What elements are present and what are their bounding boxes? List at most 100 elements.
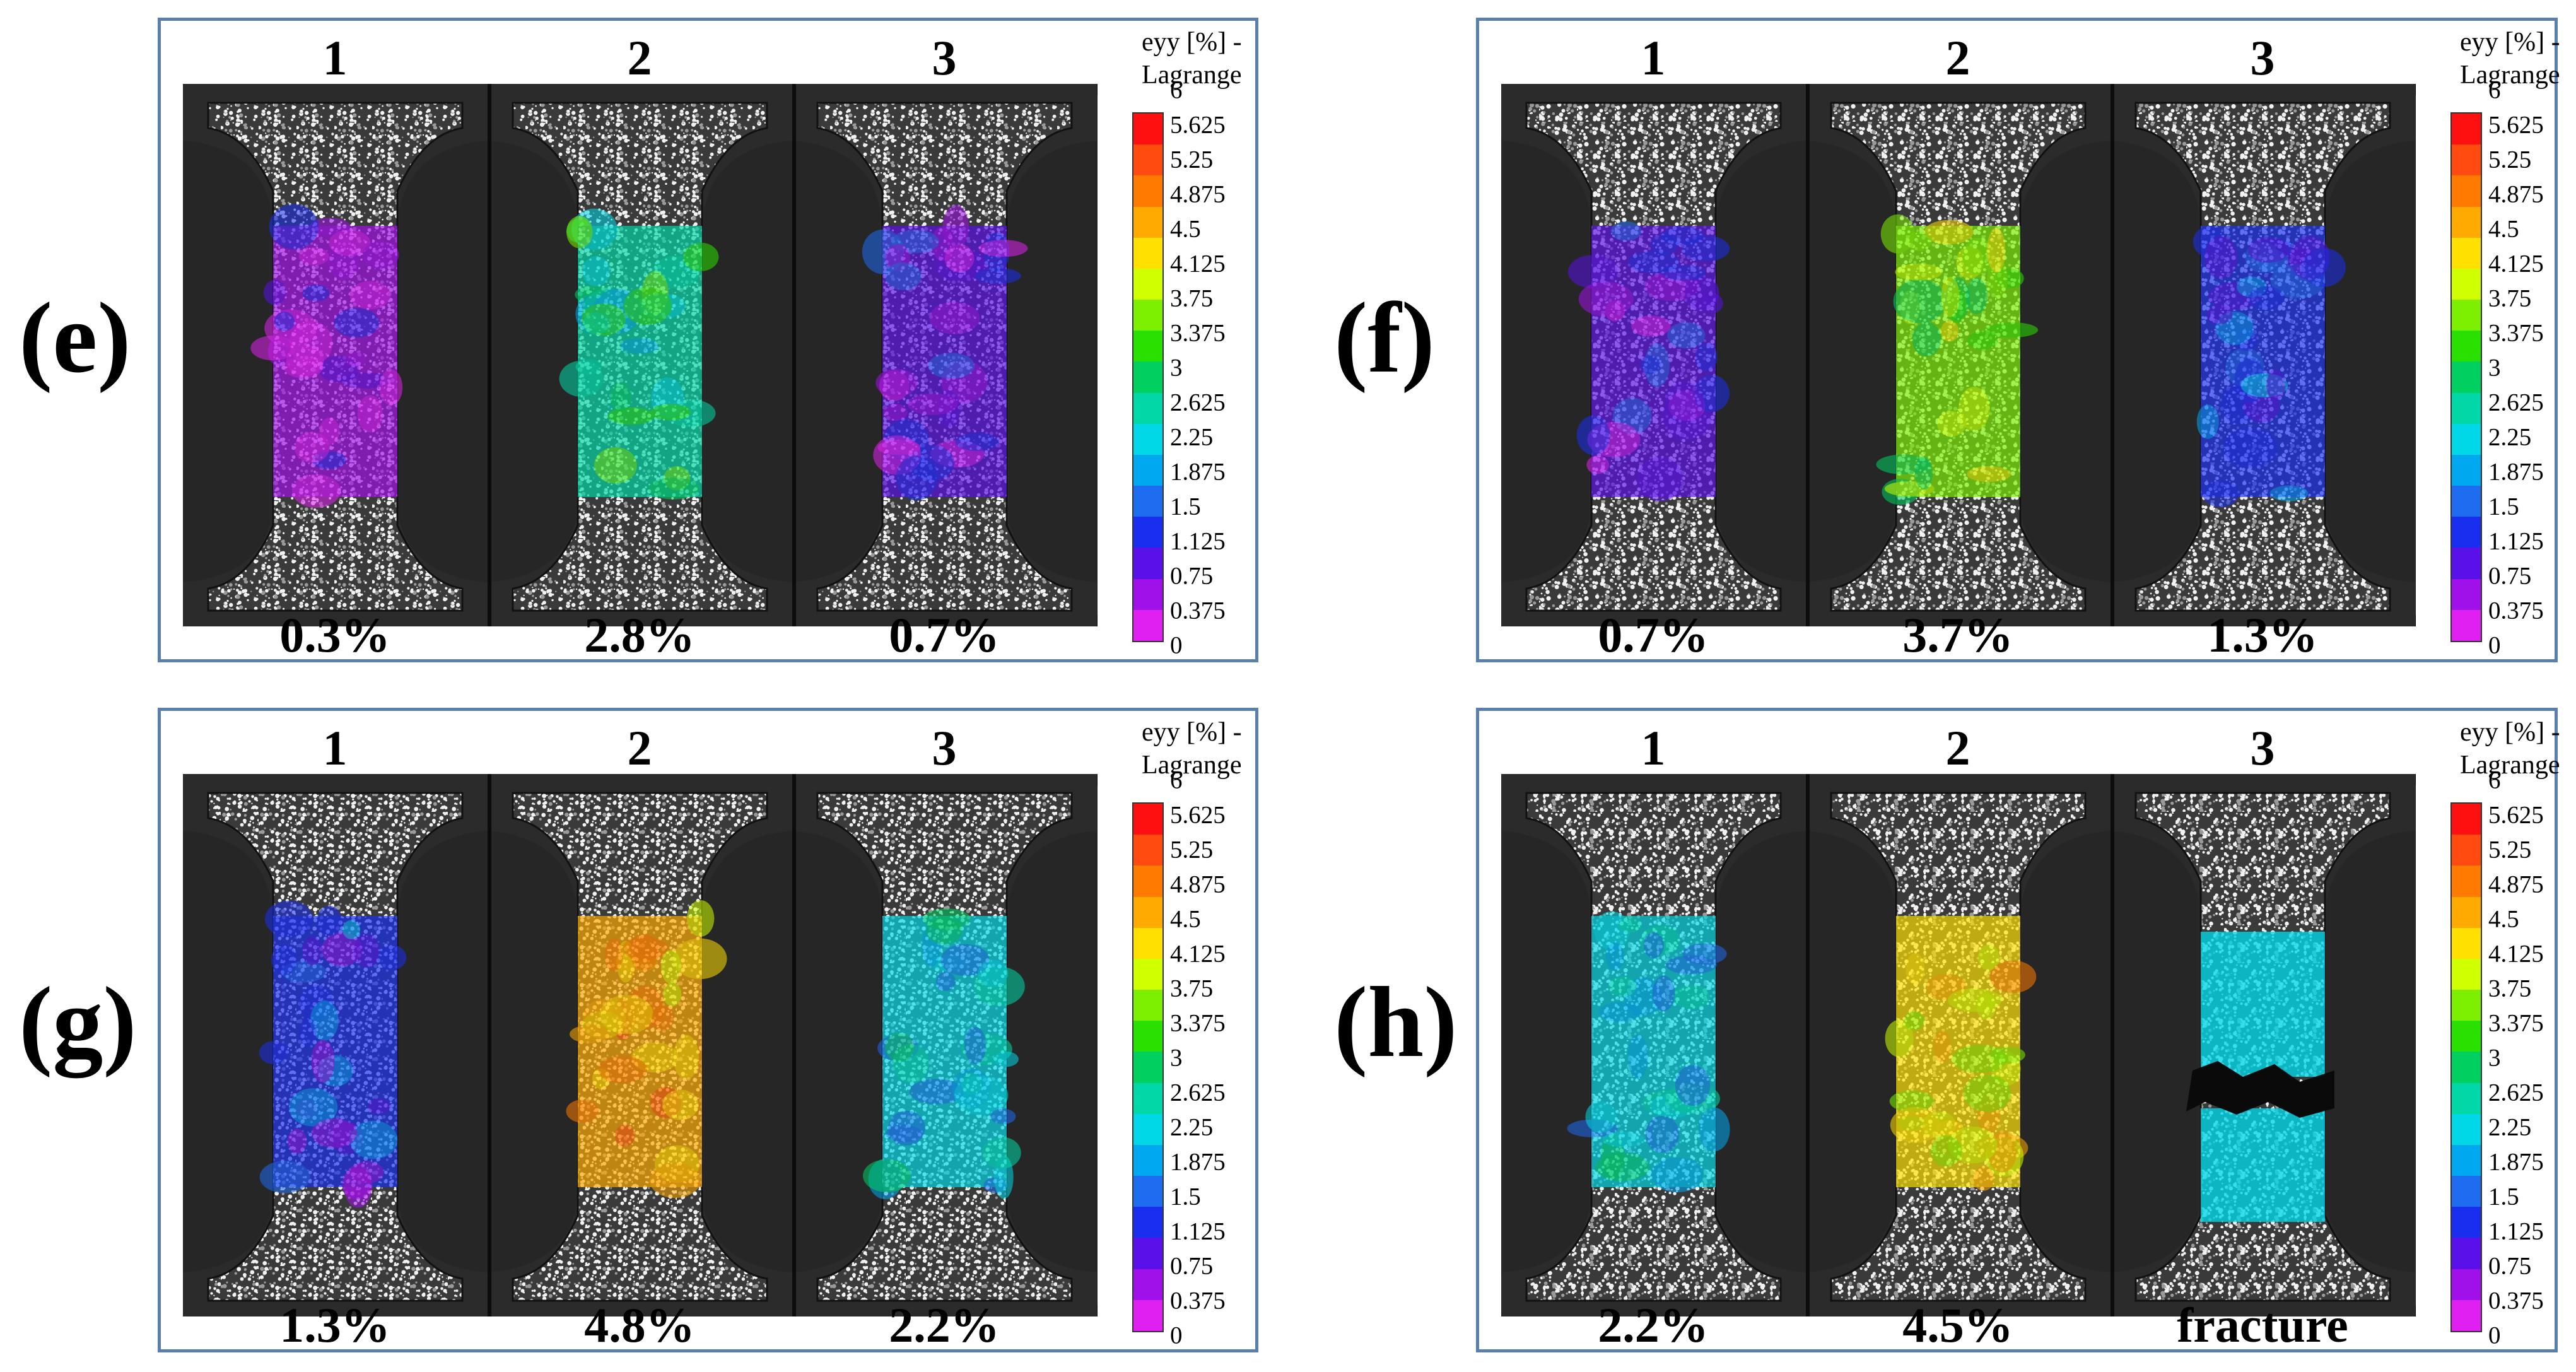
colorbar-swatch [1133, 1176, 1162, 1207]
colorbar-tick-label: 3.375 [2488, 1009, 2544, 1037]
panel-letter: (g) [19, 966, 137, 1078]
colorbar-tick-label: 5.625 [2488, 801, 2544, 829]
dic-image [183, 84, 1098, 626]
colorbar-swatch [1133, 175, 1162, 207]
colorbar-tick-label: 1.125 [1170, 1217, 1226, 1245]
colorbar-swatch [2452, 1021, 2481, 1052]
colorbar-tick-label: 4.5 [2488, 215, 2519, 243]
panel-3: 1 1.3% 2 4.8% 3 2.2% eyy [%] - Lagrange 6 5.625 5.… [158, 708, 1258, 1352]
colorbar-tick-label: 0 [1170, 1322, 1183, 1349]
colorbar-swatch [1133, 1238, 1162, 1269]
specimen-label-3: 3 [2250, 30, 2275, 85]
colorbar-swatch [1133, 114, 1162, 145]
specimen-label-3: 3 [932, 30, 957, 85]
colorbar-swatch [1133, 423, 1162, 455]
colorbar-tick-label: 0.375 [1170, 1287, 1226, 1315]
panel-1: 1 0.3% 2 2.8% 3 0.7% eyy [%] - Lagrange 6 5.625 5.… [158, 18, 1258, 662]
colorbar-tick-label: 3.375 [2488, 319, 2544, 347]
panel-letter: (f) [1334, 281, 1435, 394]
colorbar-tick-label: 3.375 [1170, 319, 1226, 347]
colorbar [2450, 112, 2482, 642]
specimen-1 [183, 774, 488, 1316]
colorbar-swatch [1133, 1144, 1162, 1176]
colorbar-tick-label: 4.125 [2488, 940, 2544, 968]
colorbar-tick-label: 1.875 [1170, 1148, 1226, 1176]
colorbar-tick-label: 3.75 [2488, 284, 2532, 312]
colorbar-tick-label: 0.375 [1170, 597, 1226, 624]
colorbar-tick-label: 1.875 [1170, 458, 1226, 486]
colorbar-tick-label: 2.625 [1170, 1079, 1226, 1106]
colorbar-swatch [2452, 517, 2481, 548]
colorbar-tick-label: 3 [2488, 1044, 2501, 1072]
colorbar [2450, 802, 2482, 1332]
specimen-2 [1806, 84, 2111, 626]
colorbar-swatch [1133, 392, 1162, 424]
colorbar-tick-label: 5.25 [1170, 146, 1214, 173]
colorbar-swatch [1133, 990, 1162, 1021]
colorbar-swatch [1133, 144, 1162, 176]
colorbar-tick-label: 4.5 [1170, 215, 1201, 243]
panel-4: 1 2.2% 2 4.5% 3 fracture eyy [%] - Lagrange 6 5.6… [1476, 708, 2560, 1352]
colorbar-swatch [1133, 361, 1162, 393]
colorbar-tick-label: 2.625 [2488, 1079, 2544, 1106]
colorbar-tick-label: 4.875 [2488, 871, 2544, 898]
colorbar-swatch [2452, 1052, 2481, 1083]
colorbar-tick-label: 2.25 [1170, 423, 1214, 451]
colorbar-swatch [1133, 237, 1162, 269]
specimen-3 [2111, 774, 2415, 1316]
colorbar-tick-label: 3.75 [2488, 975, 2532, 1002]
specimen-label-3: 3 [2250, 720, 2275, 775]
colorbar-tick-label: 2.625 [1170, 389, 1226, 416]
colorbar-swatch [2452, 1176, 2481, 1207]
colorbar-tick-label: 4.5 [1170, 905, 1201, 933]
colorbar-swatch [2452, 454, 2481, 486]
colorbar-swatch [2452, 268, 2481, 300]
colorbar-tick-label: 4.125 [2488, 250, 2544, 278]
colorbar-swatch [1133, 1113, 1162, 1145]
colorbar-tick-label: 3 [1170, 1044, 1183, 1072]
colorbar-tick-label: 0.75 [1170, 562, 1214, 590]
colorbar-swatch [1133, 835, 1162, 866]
colorbar-swatch [1133, 578, 1162, 610]
colorbar-tick-label: 6 [1170, 76, 1183, 104]
specimen-label-2: 2 [627, 720, 652, 775]
colorbar-swatch [1133, 1207, 1162, 1238]
colorbar-ticks: 6 5.625 5.25 4.875 4.5 4.125 3.75 3.375 3 2.625 2.… [2488, 768, 2576, 1348]
panel-letter: (h) [1334, 966, 1458, 1078]
colorbar-ticks: 6 5.625 5.25 4.875 4.5 4.125 3.75 3.375 3 2.625 2.… [1170, 768, 1296, 1348]
colorbar-tick-label: 1.5 [1170, 1183, 1201, 1211]
colorbar-title-line1: eyy [%] - [2460, 718, 2560, 747]
colorbar-swatch [1133, 865, 1162, 897]
colorbar-tick-label: 0.375 [2488, 597, 2544, 624]
colorbar-title-line1: eyy [%] - [1142, 718, 1242, 747]
specimen-label-1: 1 [1641, 720, 1666, 775]
colorbar-tick-label: 5.25 [1170, 836, 1214, 864]
colorbar-tick-label: 0.75 [2488, 562, 2532, 590]
specimen-label-2: 2 [627, 30, 652, 85]
colorbar-swatch [1133, 1082, 1162, 1114]
colorbar-tick-label: 0.375 [2488, 1287, 2544, 1315]
colorbar-swatch [2452, 486, 2481, 517]
colorbar-swatch [2452, 804, 2481, 835]
colorbar-swatch [2452, 609, 2481, 641]
specimen-2 [488, 84, 792, 626]
colorbar-swatch [2452, 1269, 2481, 1300]
specimen-1 [1501, 84, 1806, 626]
colorbar-swatch [2452, 331, 2481, 362]
colorbar-tick-label: 4.125 [1170, 250, 1226, 278]
specimen-1 [183, 84, 488, 626]
colorbar-ticks: 6 5.625 5.25 4.875 4.5 4.125 3.75 3.375 3 2.625 2.… [2488, 78, 2576, 658]
colorbar-swatch [1133, 1021, 1162, 1052]
colorbar-tick-label: 4.125 [1170, 940, 1226, 968]
colorbar-tick-label: 0 [1170, 631, 1183, 659]
colorbar-tick-label: 3 [1170, 354, 1183, 382]
specimen-3 [2111, 84, 2415, 626]
colorbar-swatch [2452, 423, 2481, 455]
colorbar-swatch [2452, 990, 2481, 1021]
colorbar-swatch [2452, 1207, 2481, 1238]
colorbar-swatch [1133, 268, 1162, 300]
colorbar-ticks: 6 5.625 5.25 4.875 4.5 4.125 3.75 3.375 3 2.625 2.… [1170, 78, 1296, 658]
colorbar-tick-label: 6 [2488, 76, 2501, 104]
colorbar-tick-label: 1.5 [2488, 493, 2519, 520]
colorbar-title-line2: Lagrange [2460, 61, 2560, 90]
